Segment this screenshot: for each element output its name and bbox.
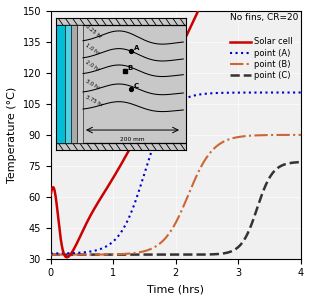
Y-axis label: Temperature (°C): Temperature (°C): [7, 87, 17, 183]
Text: No fins, CR=20: No fins, CR=20: [230, 14, 299, 22]
X-axis label: Time (hrs): Time (hrs): [147, 284, 204, 294]
Legend: Solar cell, point (A), point (B), point (C): Solar cell, point (A), point (B), point …: [228, 35, 295, 82]
